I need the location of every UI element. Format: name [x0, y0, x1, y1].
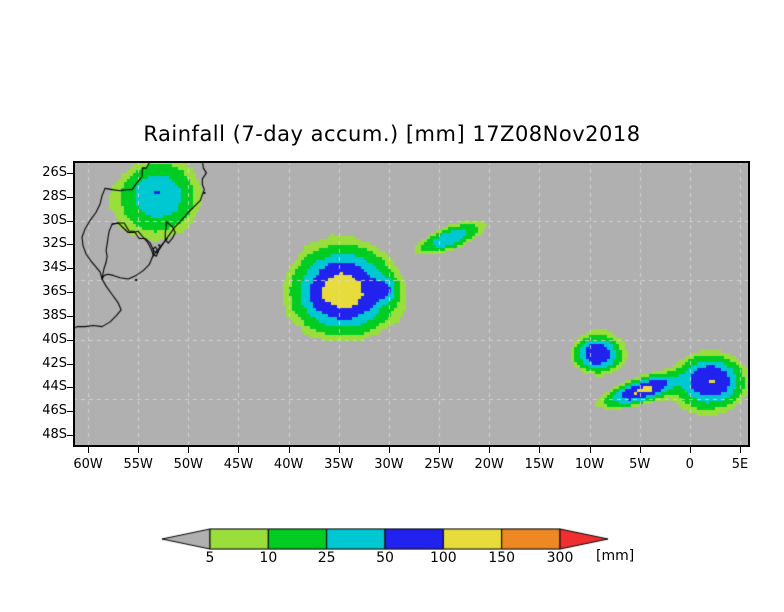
- x-tick-label: 50W: [173, 457, 204, 472]
- y-tick-label: 30S: [42, 212, 67, 228]
- colorbar-tick-label: 50: [376, 550, 394, 566]
- colorbar-tick-label: 300: [546, 550, 574, 566]
- y-tick-label: 34S: [42, 260, 67, 276]
- colorbar-tick-label: 25: [317, 550, 336, 566]
- x-tick-label: 45W: [223, 457, 254, 472]
- x-tick-label: 0: [685, 457, 694, 472]
- x-tick-mark: [539, 447, 541, 453]
- y-tick-mark: [67, 387, 73, 389]
- y-tick-label: 32S: [42, 236, 67, 252]
- map-plot-area: [73, 161, 750, 447]
- x-tick-mark: [589, 447, 591, 453]
- y-tick-label: 44S: [42, 379, 67, 395]
- y-tick-label: 46S: [42, 403, 67, 419]
- colorbar-tick-label: 150: [488, 550, 516, 566]
- y-tick-label: 42S: [42, 355, 67, 371]
- x-tick-mark: [88, 447, 90, 453]
- x-tick-label: 5W: [629, 457, 651, 472]
- x-tick-label: 30W: [374, 457, 404, 472]
- y-tick-mark: [67, 244, 73, 246]
- x-tick-label: 10W: [574, 457, 605, 472]
- x-tick-mark: [489, 447, 491, 453]
- y-tick-label: 48S: [42, 427, 67, 443]
- x-tick-mark: [238, 447, 240, 453]
- x-tick-mark: [138, 447, 140, 453]
- y-tick-label: 36S: [42, 284, 67, 300]
- x-tick-label: 35W: [324, 457, 354, 472]
- x-tick-mark: [739, 447, 741, 453]
- y-tick-mark: [67, 339, 73, 341]
- y-tick-mark: [67, 196, 73, 198]
- x-tick-mark: [689, 447, 691, 453]
- y-tick-mark: [67, 268, 73, 270]
- y-tick-label: 26S: [42, 164, 67, 180]
- y-tick-mark: [67, 363, 73, 365]
- colorbar-swatches: [160, 528, 620, 550]
- y-tick-label: 38S: [42, 307, 67, 323]
- y-tick-mark: [67, 315, 73, 317]
- colorbar-tick-label: 5: [205, 550, 215, 566]
- x-tick-label: 25W: [424, 457, 454, 472]
- y-tick-mark: [67, 220, 73, 222]
- y-tick-mark: [67, 411, 73, 413]
- y-tick-mark: [67, 292, 73, 294]
- y-tick-mark: [67, 172, 73, 174]
- x-tick-mark: [639, 447, 641, 453]
- y-tick-mark: [67, 435, 73, 437]
- x-tick-mark: [388, 447, 390, 453]
- x-tick-label: 5E: [731, 457, 749, 472]
- y-tick-label: 28S: [42, 188, 67, 204]
- x-tick-label: 15W: [524, 457, 555, 472]
- x-tick-label: 20W: [474, 457, 504, 472]
- colorbar-tick-label: 100: [429, 550, 457, 566]
- x-tick-label: 55W: [123, 457, 153, 472]
- x-tick-mark: [439, 447, 441, 453]
- colorbar-unit-label: [mm]: [596, 548, 635, 564]
- x-tick-label: 60W: [73, 457, 103, 472]
- x-tick-mark: [188, 447, 190, 453]
- colorbar: 5 10 25 50 100 150 300: [160, 528, 620, 574]
- y-tick-label: 40S: [42, 331, 67, 347]
- x-tick-label: 40W: [273, 457, 304, 472]
- figure-title: Rainfall (7-day accum.) [mm] 17Z08Nov201…: [143, 122, 641, 146]
- x-tick-mark: [288, 447, 290, 453]
- x-tick-mark: [338, 447, 340, 453]
- coastline-overlay: [73, 161, 750, 447]
- colorbar-tick-label: 10: [259, 550, 278, 566]
